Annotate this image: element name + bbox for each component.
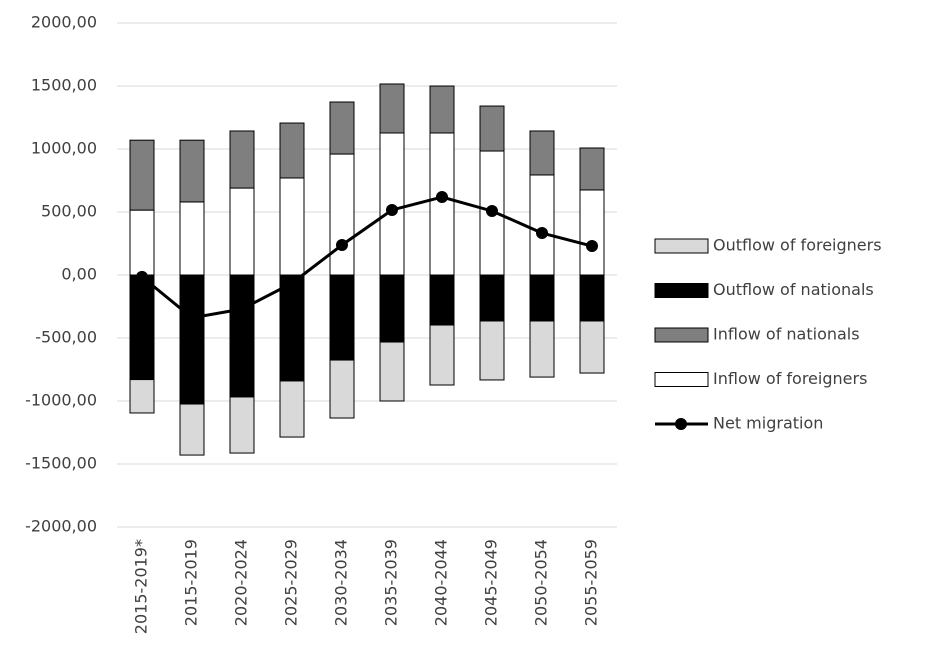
legend-label: Inflow of foreigners xyxy=(713,369,867,388)
x-tick-label: 2030-2034 xyxy=(332,539,351,626)
y-tick-label: 1000,00 xyxy=(31,139,97,158)
legend-label: Inflow of nationals xyxy=(713,325,860,344)
x-tick-label: 2035-2039 xyxy=(382,539,401,626)
bar xyxy=(379,341,405,402)
bar xyxy=(279,380,305,438)
bar xyxy=(529,130,555,176)
bar xyxy=(279,274,305,382)
net-line xyxy=(141,195,593,320)
bar xyxy=(279,122,305,179)
legend-swatch xyxy=(654,372,709,387)
y-tick-label: -500,00 xyxy=(35,328,97,347)
bar xyxy=(329,274,355,361)
x-tick-label: 2050-2054 xyxy=(532,539,551,626)
bar xyxy=(479,105,505,152)
x-tick-label: 2055-2059 xyxy=(582,539,601,626)
legend-label: Outflow of nationals xyxy=(713,280,874,299)
bar xyxy=(279,177,305,276)
legend-marker xyxy=(675,418,687,430)
bar xyxy=(429,324,455,386)
y-tick-label: 1500,00 xyxy=(31,76,97,95)
legend-label: Net migration xyxy=(713,414,823,433)
y-tick-label: 500,00 xyxy=(41,202,97,221)
net-marker xyxy=(186,311,198,324)
bar xyxy=(179,139,205,203)
bar xyxy=(479,274,505,322)
y-tick-label: -1000,00 xyxy=(25,391,97,410)
x-tick-label: 2015-2019 xyxy=(182,539,201,626)
net-marker xyxy=(486,204,498,217)
bar xyxy=(479,320,505,381)
bar xyxy=(129,274,155,381)
bar xyxy=(529,274,555,322)
bar xyxy=(229,187,255,276)
net-marker xyxy=(586,240,598,253)
bar xyxy=(229,396,255,454)
y-tick-label: -2000,00 xyxy=(25,517,97,536)
x-tick-label: 2045-2049 xyxy=(482,539,501,626)
net-marker xyxy=(386,203,398,216)
x-tick-label: 2020-2024 xyxy=(232,539,251,626)
y-tick-label: 2000,00 xyxy=(31,13,97,32)
bar xyxy=(379,83,405,134)
legend-label: Outflow of foreigners xyxy=(713,236,882,255)
bar xyxy=(129,209,155,276)
net-marker xyxy=(536,227,548,240)
x-tick-label: 2040-2044 xyxy=(432,539,451,626)
bar xyxy=(229,274,255,398)
net-marker xyxy=(436,191,448,204)
bar xyxy=(379,274,405,343)
net-marker xyxy=(336,239,348,252)
bar xyxy=(429,132,455,276)
legend-swatch xyxy=(654,283,709,298)
y-tick-label: -1500,00 xyxy=(25,454,97,473)
net-marker xyxy=(136,270,148,283)
bar xyxy=(129,379,155,414)
bar xyxy=(579,320,605,374)
y-tick-label: 0,00 xyxy=(61,265,97,284)
bar xyxy=(579,189,605,276)
bar xyxy=(429,85,455,134)
bar xyxy=(329,101,355,155)
bar xyxy=(179,403,205,456)
x-tick-label: 2025-2029 xyxy=(282,539,301,626)
bar xyxy=(579,147,605,191)
legend-swatch xyxy=(654,238,709,254)
bar xyxy=(179,274,205,405)
bar xyxy=(229,130,255,189)
bar xyxy=(579,274,605,322)
net-marker xyxy=(286,277,298,290)
legend-swatch xyxy=(654,327,709,343)
bar xyxy=(529,320,555,378)
x-tick-label: 2015-2019* xyxy=(132,539,151,634)
bar xyxy=(529,174,555,276)
bar xyxy=(329,153,355,276)
bar xyxy=(329,359,355,419)
net-marker xyxy=(236,303,248,316)
bar xyxy=(179,201,205,276)
bar xyxy=(129,139,155,211)
bar xyxy=(429,274,455,326)
